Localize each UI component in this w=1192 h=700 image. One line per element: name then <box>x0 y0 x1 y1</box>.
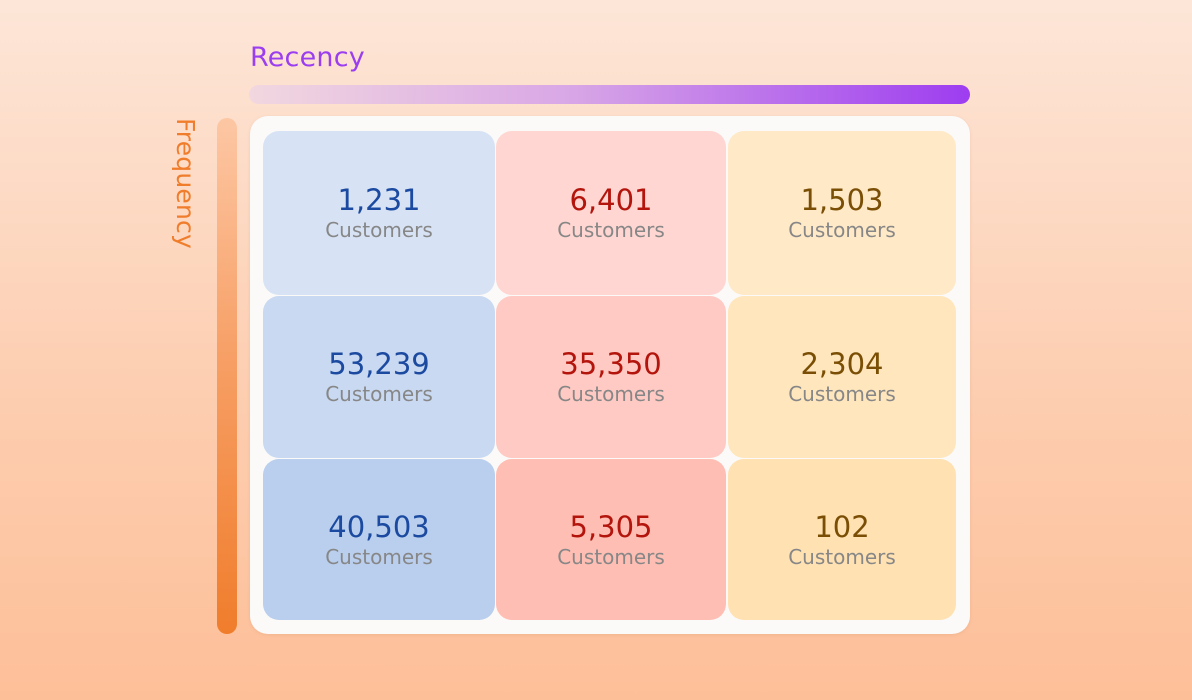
segment-cell-r3-c3: 102 Customers <box>728 459 956 620</box>
segment-count: 35,350 <box>560 347 662 381</box>
segment-unit-label: Customers <box>557 382 665 406</box>
frequency-axis-label: Frequency <box>171 118 200 249</box>
segment-count: 1,231 <box>337 183 421 217</box>
segment-count: 5,305 <box>569 509 653 544</box>
segment-cell-r2-c3: 2,304 Customers <box>728 296 956 458</box>
segment-count: 102 <box>814 509 870 544</box>
segment-cell-r1-c3: 1,503 Customers <box>728 131 956 295</box>
segment-unit-label: Customers <box>788 382 896 406</box>
segment-cell-r2-c2: 35,350 Customers <box>496 296 726 458</box>
segment-count: 53,239 <box>328 347 430 381</box>
recency-gradient-bar <box>249 85 970 104</box>
segment-cell-r3-c2: 5,305 Customers <box>496 459 726 620</box>
segment-count: 6,401 <box>569 183 653 217</box>
segment-unit-label: Customers <box>325 382 433 406</box>
segment-count: 1,503 <box>800 183 884 217</box>
segment-unit-label: Customers <box>557 218 665 242</box>
segment-cell-r1-c1: 1,231 Customers <box>263 131 495 295</box>
segment-unit-label: Customers <box>325 218 433 242</box>
frequency-gradient-bar <box>217 118 237 634</box>
segment-unit-label: Customers <box>557 544 665 569</box>
segment-unit-label: Customers <box>325 544 433 569</box>
segment-cell-r3-c1: 40,503 Customers <box>263 459 495 620</box>
segment-cell-r1-c2: 6,401 Customers <box>496 131 726 295</box>
segment-unit-label: Customers <box>788 218 896 242</box>
segment-cell-r2-c1: 53,239 Customers <box>263 296 495 458</box>
segment-count: 2,304 <box>800 347 884 381</box>
segment-count: 40,503 <box>328 509 430 544</box>
recency-axis-label: Recency <box>250 42 365 73</box>
segment-unit-label: Customers <box>788 544 896 569</box>
